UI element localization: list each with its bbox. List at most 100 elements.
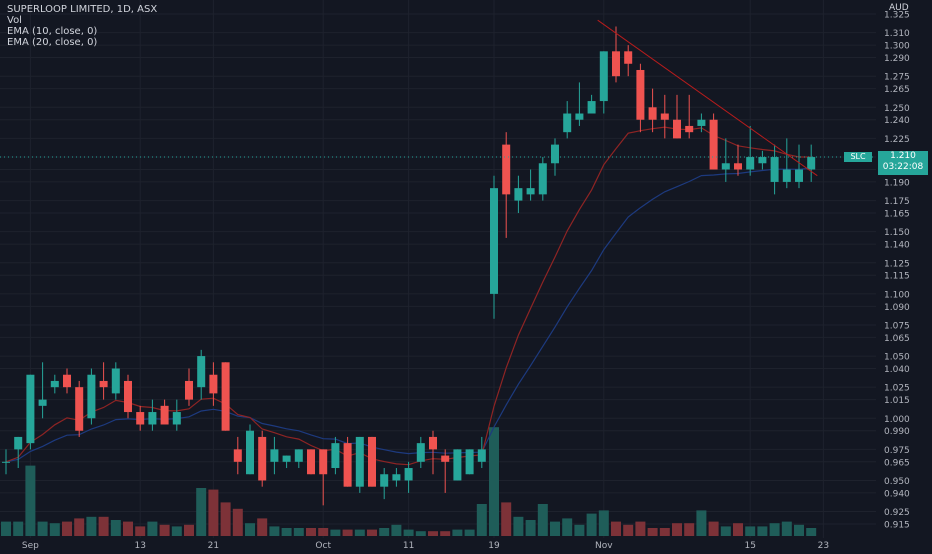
volume-bar bbox=[25, 465, 36, 536]
price-tick-label: 0.925 bbox=[884, 508, 910, 518]
volume-bar bbox=[757, 526, 768, 536]
candle bbox=[124, 374, 132, 419]
candle bbox=[50, 374, 59, 394]
candle bbox=[441, 449, 450, 493]
candle bbox=[270, 436, 279, 475]
candle bbox=[612, 26, 620, 83]
candle bbox=[185, 368, 193, 406]
volume-bar bbox=[220, 502, 231, 536]
legend-volume[interactable]: Vol bbox=[7, 15, 22, 26]
time-tick-label: 11 bbox=[403, 541, 414, 550]
volume-bar bbox=[574, 524, 585, 536]
price-tick-label: 1.075 bbox=[884, 321, 910, 331]
price-tick-label: 1.040 bbox=[884, 365, 910, 375]
time-tick-label: 15 bbox=[744, 541, 755, 550]
trendline[interactable] bbox=[597, 19, 818, 177]
candle-body bbox=[721, 163, 730, 170]
time-tick-label: 21 bbox=[208, 541, 219, 550]
volume-bar bbox=[489, 427, 499, 536]
time-tick-label: Oct bbox=[315, 541, 331, 550]
candle bbox=[258, 430, 267, 487]
volume-bar bbox=[550, 521, 560, 536]
candle bbox=[697, 113, 706, 133]
candle-body bbox=[746, 157, 755, 170]
chart-title: SUPERLOOP LIMITED, 1D, ASX bbox=[7, 4, 158, 15]
candle bbox=[514, 175, 523, 214]
candle bbox=[465, 449, 474, 475]
candle-body bbox=[148, 412, 157, 425]
price-tick-label: 1.165 bbox=[884, 210, 910, 220]
candle bbox=[758, 150, 767, 170]
candle bbox=[526, 169, 535, 201]
candle bbox=[136, 405, 145, 431]
candle bbox=[782, 138, 791, 189]
volume-bar bbox=[598, 510, 609, 536]
price-tick-label: 1.125 bbox=[884, 259, 910, 269]
candle-body bbox=[331, 443, 340, 469]
candle bbox=[380, 468, 389, 500]
candle-body bbox=[502, 144, 511, 195]
grid bbox=[0, 0, 876, 538]
candle-body bbox=[612, 51, 620, 77]
time-tick-label: 19 bbox=[488, 541, 500, 550]
price-tick-label: 1.250 bbox=[884, 104, 910, 114]
candle bbox=[26, 374, 35, 450]
time-tick-label: 23 bbox=[818, 541, 829, 550]
candle bbox=[87, 368, 96, 425]
volume-bar bbox=[428, 531, 438, 536]
candle bbox=[38, 362, 47, 419]
candle-body bbox=[282, 455, 291, 462]
legend-ema10[interactable]: EMA (10, close, 0) bbox=[7, 26, 98, 37]
candle-body bbox=[551, 144, 559, 164]
candle bbox=[331, 436, 340, 475]
last-price-value: 1.210 bbox=[890, 151, 916, 162]
legend-ema20[interactable]: EMA (20, close, 0) bbox=[7, 37, 98, 48]
candle bbox=[563, 101, 572, 139]
volume-bar bbox=[391, 524, 402, 536]
candle-body bbox=[416, 443, 425, 462]
price-tick-label: 0.915 bbox=[884, 521, 910, 531]
candle bbox=[148, 399, 157, 431]
volume-bar bbox=[379, 528, 390, 536]
volume-bar bbox=[781, 521, 792, 536]
candle-body bbox=[465, 449, 474, 475]
volume-bar bbox=[452, 529, 463, 536]
trendline-path[interactable] bbox=[597, 19, 818, 177]
candle bbox=[721, 138, 730, 182]
price-tick-label: 1.325 bbox=[884, 11, 910, 21]
time-axis[interactable]: Sep 13 21 Oct 11 19 Nov 15 23 bbox=[22, 541, 829, 551]
candle bbox=[685, 94, 694, 139]
candle-body bbox=[782, 169, 791, 182]
price-tick-label: 1.115 bbox=[884, 272, 910, 282]
volume-bar bbox=[696, 510, 707, 536]
volume-bar bbox=[330, 529, 341, 536]
volume-bar bbox=[415, 531, 426, 536]
candle-body bbox=[75, 387, 84, 431]
volume-bar bbox=[135, 526, 146, 536]
candle bbox=[2, 449, 10, 475]
candle-body bbox=[258, 436, 267, 481]
volume-bar bbox=[62, 521, 72, 536]
volume-bar bbox=[184, 524, 194, 536]
volume-bar bbox=[123, 521, 133, 536]
volume-bar bbox=[171, 526, 182, 536]
time-tick-label: Sep bbox=[22, 541, 39, 550]
candle-body bbox=[807, 157, 816, 170]
price-tick-label: 1.000 bbox=[884, 415, 910, 425]
volume-bar bbox=[513, 516, 524, 536]
candle bbox=[319, 449, 328, 506]
volume-bars bbox=[1, 427, 817, 536]
candle-body bbox=[307, 449, 315, 475]
candle bbox=[660, 94, 669, 139]
candle-body bbox=[453, 449, 462, 481]
candle bbox=[99, 362, 108, 400]
price-axis[interactable]: 1.325 1.310 1.300 1.290 1.275 1.265 1.250 1.240… bbox=[884, 11, 910, 531]
candle-body bbox=[111, 368, 120, 394]
volume-bar bbox=[745, 526, 756, 536]
currency-label[interactable]: AUD bbox=[889, 3, 909, 13]
candle-body bbox=[221, 362, 230, 431]
candle-body bbox=[392, 474, 401, 481]
bar-countdown: 03:22:08 bbox=[882, 162, 924, 173]
